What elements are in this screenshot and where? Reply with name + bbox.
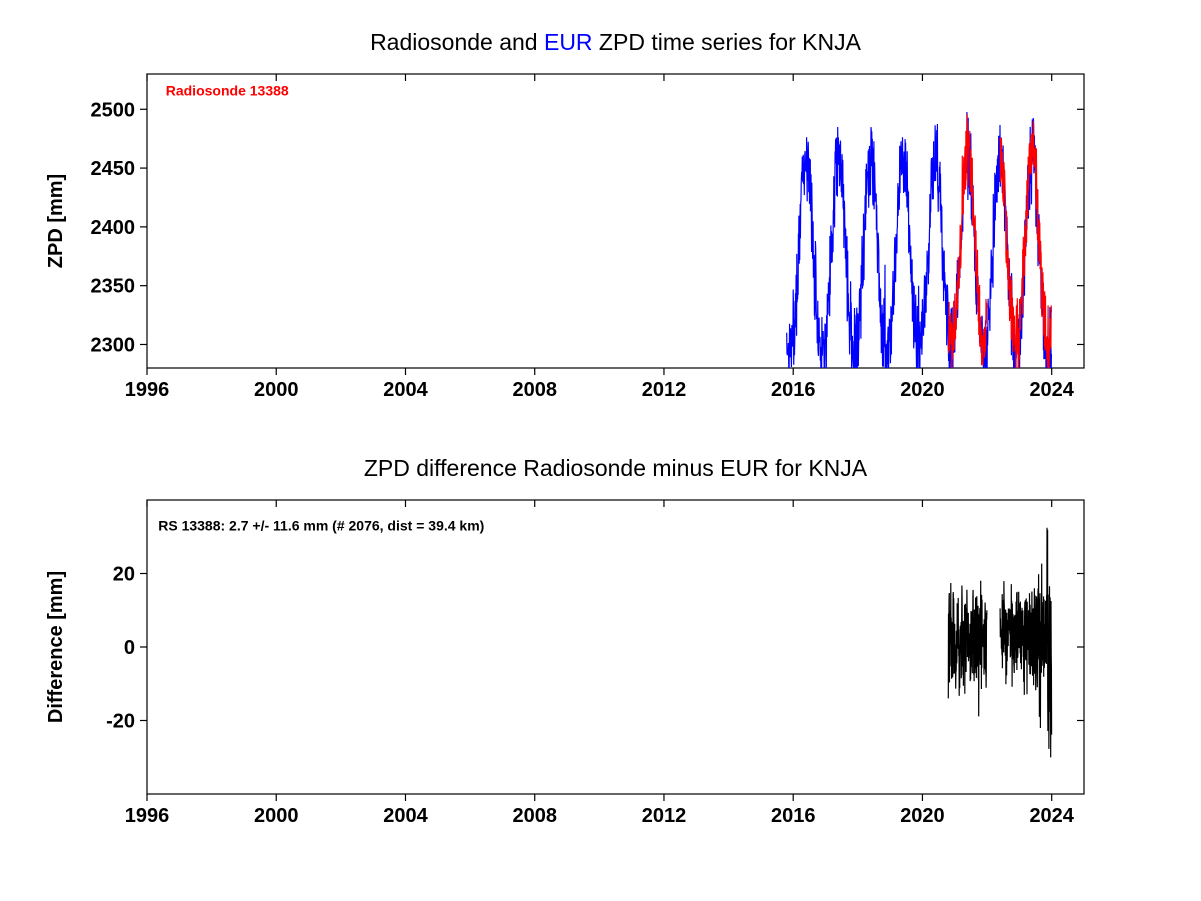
svg-text:2016: 2016 <box>771 805 816 827</box>
svg-text:2012: 2012 <box>642 379 687 401</box>
svg-text:2500: 2500 <box>91 99 136 121</box>
svg-text:1996: 1996 <box>125 379 170 401</box>
svg-text:2012: 2012 <box>642 805 687 827</box>
svg-text:2300: 2300 <box>91 334 136 356</box>
svg-text:2004: 2004 <box>383 805 428 827</box>
legend-radiosonde: Radiosonde 13388 <box>166 83 289 99</box>
svg-text:Difference [mm]: Difference [mm] <box>45 571 67 723</box>
svg-text:2000: 2000 <box>254 805 299 827</box>
series-radiosonde <box>948 114 1051 377</box>
svg-text:2016: 2016 <box>771 379 816 401</box>
svg-text:20: 20 <box>113 564 135 586</box>
svg-text:2000: 2000 <box>254 379 299 401</box>
svg-text:ZPD [mm]: ZPD [mm] <box>45 174 67 268</box>
series-difference <box>948 528 1051 758</box>
svg-text:2400: 2400 <box>91 217 136 239</box>
svg-text:2024: 2024 <box>1029 379 1074 401</box>
svg-text:2008: 2008 <box>512 379 557 401</box>
svg-text:2450: 2450 <box>91 158 136 180</box>
svg-text:2020: 2020 <box>900 805 945 827</box>
svg-text:2350: 2350 <box>91 276 136 298</box>
svg-text:2004: 2004 <box>383 379 428 401</box>
svg-text:0: 0 <box>124 637 135 659</box>
stats-annotation: RS 13388: 2.7 +/- 11.6 mm (# 2076, dist … <box>158 517 484 533</box>
chart-svg: Radiosonde and EUR ZPD time series for K… <box>0 0 1201 901</box>
svg-text:2024: 2024 <box>1029 805 1074 827</box>
svg-text:Radiosonde and EUR ZPD time se: Radiosonde and EUR ZPD time series for K… <box>370 29 862 55</box>
series-eur <box>787 112 1052 392</box>
svg-text:1996: 1996 <box>125 805 170 827</box>
figure-root: Radiosonde and EUR ZPD time series for K… <box>0 0 1201 901</box>
bottom-chart: ZPD difference Radiosonde minus EUR for … <box>45 455 1084 827</box>
svg-text:ZPD difference Radiosonde minu: ZPD difference Radiosonde minus EUR for … <box>364 455 868 481</box>
top-chart: Radiosonde and EUR ZPD time series for K… <box>45 29 1084 401</box>
svg-text:-20: -20 <box>106 711 135 733</box>
svg-text:2020: 2020 <box>900 379 945 401</box>
svg-text:2008: 2008 <box>512 805 557 827</box>
